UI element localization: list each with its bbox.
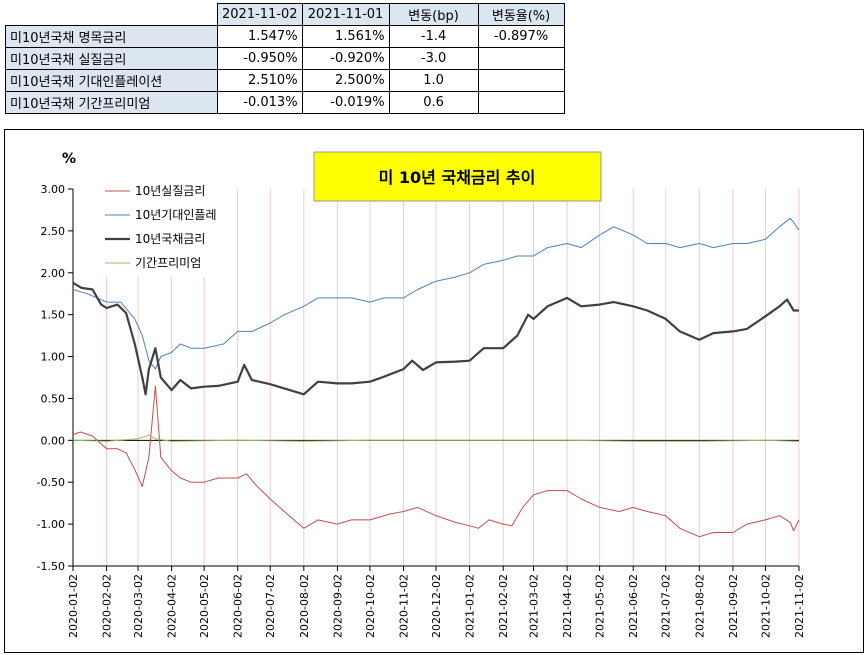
table-cell [477, 69, 565, 92]
x-tick-label: 2021-09-02 [727, 574, 740, 638]
y-tick-label: -1.50 [37, 560, 65, 573]
x-tick-label: 2020-02-02 [101, 574, 114, 638]
table-cell: -0.013% [217, 91, 303, 114]
y-tick-label: 0.50 [41, 392, 66, 405]
x-tick-label: 2021-04-02 [561, 574, 574, 638]
chart-title: 미 10년 국채금리 추이 [379, 168, 536, 187]
row-label: 미10년국채 기대인플레이션 [5, 69, 218, 92]
x-tick-label: 2021-10-02 [759, 574, 772, 638]
table-cell: 0.6 [388, 91, 479, 114]
x-tick-label: 2021-01-02 [464, 574, 477, 638]
legend-label-nominal: 10년국채금리 [135, 232, 205, 246]
y-tick-label: -1.00 [37, 518, 65, 531]
x-tick-label: 2020-04-02 [166, 574, 179, 638]
y-axis-unit-label: % [62, 151, 76, 167]
table-row: 미10년국채 명목금리 1.547% 1.561% -1.4 -0.897% [5, 25, 565, 48]
legend-label-premium: 기간프리미엄 [135, 256, 201, 270]
series-line-nominal [72, 281, 799, 396]
table-cell: -0.950% [217, 47, 303, 70]
table-cell: 1.561% [301, 25, 390, 48]
table-header-cell: 2021-11-02 [217, 3, 303, 26]
table-cell: 2.510% [217, 69, 303, 92]
y-tick-label: 1.50 [41, 309, 66, 322]
table-header-cell: 변동(bp) [388, 3, 479, 26]
table-header-cell: 2021-11-01 [301, 3, 390, 26]
table-cell: 2.500% [301, 69, 390, 92]
yield-chart: 3.00 2.50 2.00 1.50 1.00 0.50 0.00 -0.50 -1.00 -1… [4, 129, 864, 653]
rates-table: 2021-11-02 2021-11-01 변동(bp) 변동율(%) 미10년… [5, 3, 565, 114]
legend-background [98, 177, 236, 277]
x-tick-label: 2020-06-02 [232, 574, 245, 638]
row-label: 미10년국채 기간프리미엄 [5, 91, 218, 114]
x-tick-label: 2021-08-02 [693, 574, 706, 638]
table-header-row: 2021-11-02 2021-11-01 변동(bp) 변동율(%) [5, 3, 565, 26]
x-tick-label: 2021-03-02 [528, 574, 541, 638]
table-cell: -0.897% [477, 25, 565, 48]
y-axis: 3.00 2.50 2.00 1.50 1.00 0.50 0.00 -0.50 -1.00 -1… [37, 183, 74, 573]
table-cell: -0.019% [301, 91, 390, 114]
table-cell: 1.0 [388, 69, 479, 92]
x-tick-label: 2021-06-02 [627, 574, 640, 638]
table-cell: -1.4 [388, 25, 479, 48]
x-tick-label: 2020-03-02 [132, 574, 145, 638]
y-tick-label: 0.00 [41, 434, 66, 447]
series-line-real [72, 385, 800, 538]
legend-label-real: 10년실질금리 [135, 184, 205, 198]
x-tick-label: 2020-10-02 [364, 574, 377, 638]
legend-label-inflation: 10년기대인플레 [135, 208, 217, 222]
x-tick-label: 2021-11-02 [793, 574, 806, 638]
y-tick-label: 3.00 [41, 183, 66, 196]
x-tick-label: 2021-05-02 [594, 574, 607, 638]
chart-title-background [313, 151, 602, 202]
x-tick-label: 2020-01-02 [67, 574, 80, 638]
y-tick-label: 2.50 [41, 225, 66, 238]
x-tick-label: 2020-11-02 [397, 574, 410, 638]
x-tick-label: 2021-07-02 [660, 574, 673, 638]
x-tick-label: 2020-07-02 [264, 574, 277, 638]
chart-title-box: 미 10년 국채금리 추이 [313, 151, 602, 202]
table-row: 미10년국채 기간프리미엄 -0.013% -0.019% 0.6 [5, 91, 565, 114]
y-tick-label: 1.00 [41, 351, 66, 364]
x-tick-label: 2020-08-02 [298, 574, 311, 638]
table-cell [477, 91, 565, 114]
x-tick-label: 2021-02-02 [497, 574, 510, 638]
chart-canvas: 3.00 2.50 2.00 1.50 1.00 0.50 0.00 -0.50 -1.00 -1… [37, 151, 806, 638]
x-tick-label: 2020-12-02 [430, 574, 443, 638]
table-header-cell: 변동율(%) [477, 3, 565, 26]
y-tick-label: 2.00 [41, 267, 66, 280]
table-corner [5, 3, 218, 26]
table-cell: -0.920% [301, 47, 390, 70]
table-cell [477, 47, 565, 70]
series-line-premium [72, 434, 800, 442]
table-row: 미10년국채 기대인플레이션 2.510% 2.500% 1.0 [5, 69, 565, 92]
row-label: 미10년국채 실질금리 [5, 47, 218, 70]
x-tick-label: 2020-09-02 [331, 574, 344, 638]
x-tick-label: 2020-05-02 [198, 574, 211, 638]
x-axis: 2020-01-02 2020-02-02 2020-03-02 2020-04-02… [67, 439, 806, 638]
row-label: 미10년국채 명목금리 [5, 25, 218, 48]
series-line-inflation [72, 217, 800, 370]
y-tick-label: -0.50 [37, 476, 65, 489]
table-row: 미10년국채 실질금리 -0.950% -0.920% -3.0 [5, 47, 565, 70]
vertical-gridlines [72, 189, 800, 566]
table-cell: -3.0 [388, 47, 479, 70]
series-lines [72, 217, 800, 538]
table-cell: 1.547% [217, 25, 303, 48]
